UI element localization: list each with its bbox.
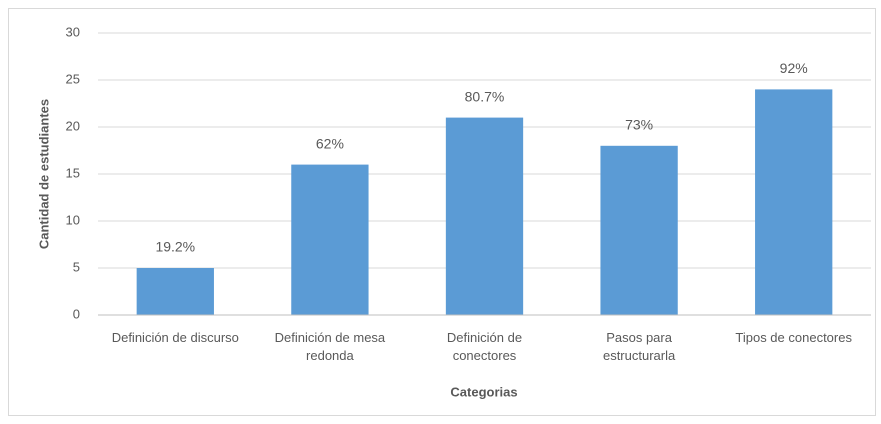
x-tick-label: Pasos para estructurarla: [602, 330, 676, 363]
bar: [755, 89, 833, 316]
y-tick-label: 10: [66, 212, 80, 227]
chart-frame: [8, 8, 876, 416]
y-tick-label: 5: [73, 259, 80, 274]
value-label: 62%: [316, 135, 344, 151]
y-tick-label: 30: [66, 24, 80, 39]
x-tick-label: Definición de discurso: [111, 330, 239, 345]
x-axis-title: Categorias: [450, 384, 517, 399]
y-axis-title: Cantidad de estudiantes: [36, 99, 51, 249]
y-tick-label: 25: [66, 71, 80, 86]
x-tick-label: Definición de conectores: [446, 330, 523, 363]
bar: [136, 268, 214, 315]
bar: [291, 164, 369, 315]
value-label: 73%: [625, 117, 653, 133]
y-tick-label: 0: [73, 306, 80, 321]
bar: [445, 117, 524, 315]
x-tick-label: Tipos de conectores: [735, 330, 852, 345]
x-tick-label: Definición de mesa redonda: [274, 330, 386, 363]
value-label: 92%: [780, 60, 808, 76]
y-tick-label: 15: [66, 165, 80, 180]
value-label: 80.7%: [465, 88, 505, 104]
value-label: 19.2%: [155, 239, 195, 255]
bar: [600, 145, 678, 315]
y-tick-label: 20: [66, 118, 80, 133]
